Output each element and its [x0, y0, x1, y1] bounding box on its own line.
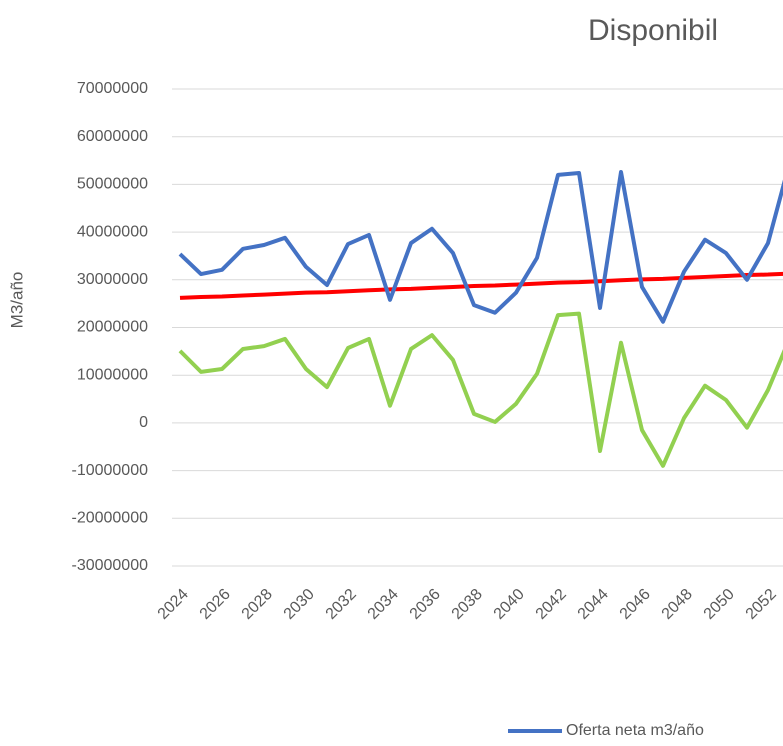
y-tick-label: -20000000 [71, 510, 148, 527]
x-tick-label: 2052 [743, 586, 780, 623]
y-tick-label: 50000000 [77, 176, 148, 193]
x-tick-label: 2046 [617, 586, 654, 623]
y-tick-label: 10000000 [77, 366, 148, 383]
x-tick-label: 2042 [533, 586, 570, 623]
x-tick-label: 2030 [281, 586, 318, 623]
y-tick-label: -30000000 [71, 557, 148, 574]
y-tick-label: 60000000 [77, 128, 148, 145]
x-tick-label: 2034 [365, 586, 402, 623]
x-tick-label: 2044 [575, 586, 612, 623]
series-line [178, 311, 783, 468]
x-tick-label: 2024 [155, 586, 192, 623]
y-tick-label: -10000000 [71, 462, 148, 479]
chart-title: Disponibil [588, 14, 718, 47]
x-tick-label: 2050 [701, 586, 738, 623]
x-tick-label: 2040 [491, 586, 528, 623]
y-axis-label: M3/año [7, 272, 26, 329]
y-tick-label: 30000000 [77, 271, 148, 288]
x-tick-label: 2038 [449, 586, 486, 623]
x-tick-label: 2048 [659, 586, 696, 623]
x-tick-label: 2026 [197, 586, 234, 623]
y-tick-label: 70000000 [77, 80, 148, 97]
x-tick-label: 2028 [239, 586, 276, 623]
y-tick-label: 0 [139, 414, 148, 431]
series-line [178, 169, 783, 324]
legend-label: Oferta neta m3/año [566, 722, 704, 739]
y-tick-label: 20000000 [77, 319, 148, 336]
series-line [179, 271, 783, 300]
y-tick-label: 40000000 [77, 223, 148, 240]
x-tick-label: 2036 [407, 586, 444, 623]
x-tick-label: 2032 [323, 586, 360, 623]
